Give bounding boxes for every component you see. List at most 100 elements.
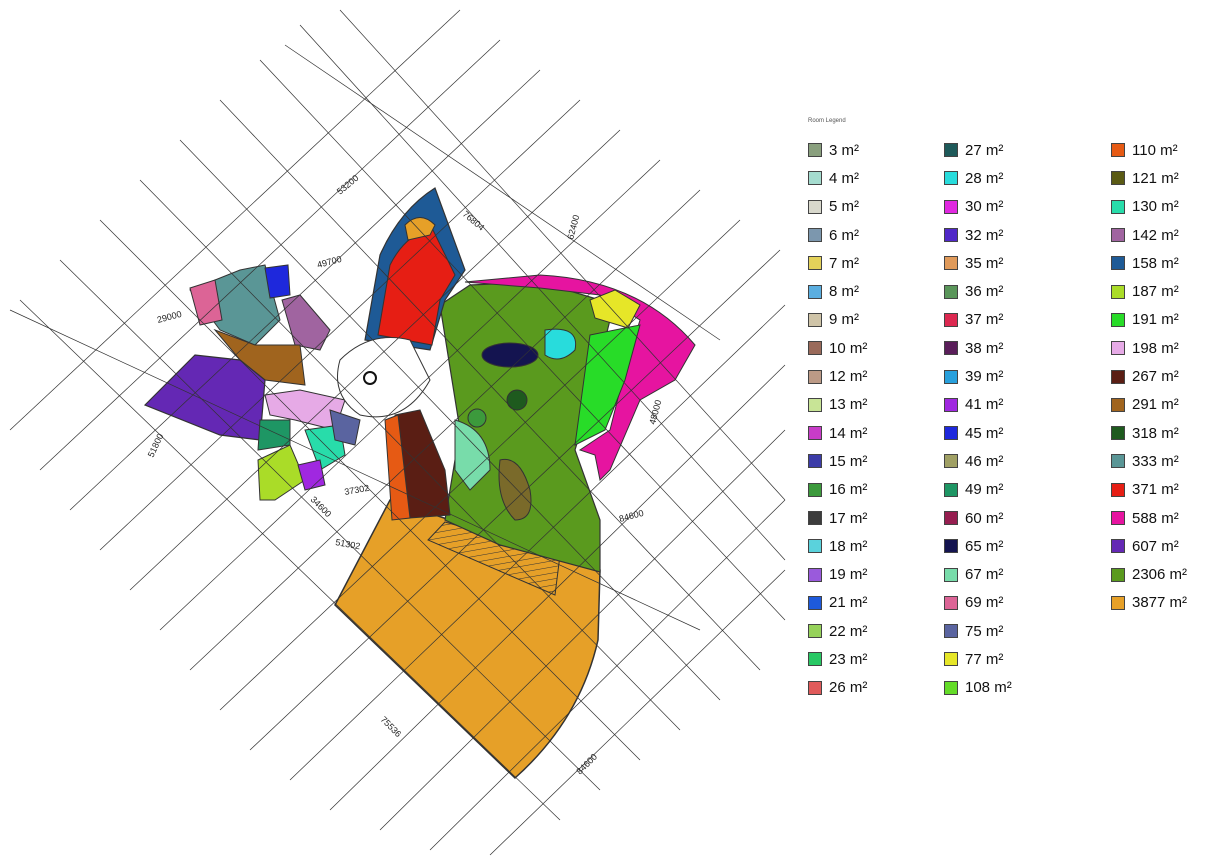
legend-label: 3 m² <box>829 141 859 159</box>
legend-swatch <box>1111 171 1125 186</box>
legend-item: 38 m² <box>944 334 1012 362</box>
legend-swatch <box>944 426 958 441</box>
legend-label: 333 m² <box>1132 452 1179 470</box>
legend-swatch <box>808 199 822 214</box>
dim-label: 34600 <box>309 494 334 519</box>
legend-swatch <box>808 426 822 441</box>
legend-item: 318 m² <box>1111 419 1187 447</box>
legend-item: 10 m² <box>808 334 867 362</box>
dim-label: 53200 <box>335 173 361 197</box>
legend-item: 16 m² <box>808 476 867 504</box>
room-69 <box>189 279 223 326</box>
legend-item: 2306 m² <box>1111 560 1187 588</box>
legend-label: 2306 m² <box>1132 566 1188 584</box>
legend-item: 46 m² <box>944 447 1012 475</box>
legend-label: 77 m² <box>965 650 1004 668</box>
legend-swatch <box>944 624 958 639</box>
legend-label: 18 m² <box>829 537 868 555</box>
legend-column: 3 m² 4 m² 5 m² 6 m² 7 m² 8 m² 9 m² 10 m² 12 m² 13… <box>808 136 867 702</box>
room-75 <box>329 409 361 446</box>
legend-label: 7 m² <box>829 254 859 272</box>
structural-grid <box>9 9 786 856</box>
legend-item: 23 m² <box>808 645 867 673</box>
legend-item: 110 m² <box>1111 136 1187 164</box>
legend-item: 45 m² <box>944 419 1012 447</box>
legend-swatch <box>944 369 958 384</box>
room-65 <box>481 342 539 368</box>
legend-label: 108 m² <box>965 679 1012 697</box>
room-16-circle <box>467 408 487 428</box>
legend-swatch <box>1111 426 1125 441</box>
legend-item: 588 m² <box>1111 504 1187 532</box>
legend-item: 69 m² <box>944 589 1012 617</box>
legend-label: 8 m² <box>829 283 859 301</box>
legend-swatch <box>808 171 822 186</box>
room-legend: Room Legend 3 m² 4 m² 5 m² 6 m² 7 m² 8 m² 9 m²… <box>808 118 1218 718</box>
legend-swatch <box>1111 567 1125 582</box>
legend-item: 142 m² <box>1111 221 1187 249</box>
legend-label: 49 m² <box>965 481 1004 499</box>
legend-item: 187 m² <box>1111 277 1187 305</box>
room-142 <box>281 294 331 351</box>
legend-label: 198 m² <box>1132 339 1179 357</box>
legend-label: 39 m² <box>965 368 1004 386</box>
room-45 <box>264 264 291 299</box>
legend-label: 37 m² <box>965 311 1004 329</box>
legend-item: 3 m² <box>808 136 867 164</box>
legend-item: 4 m² <box>808 164 867 192</box>
legend-label: 38 m² <box>965 339 1004 357</box>
dim-label: 75536 <box>379 714 404 739</box>
legend-swatch <box>1111 228 1125 243</box>
floor-plan: 53200 49700 29000 76804 62400 48000 8460… <box>9 9 786 856</box>
legend-swatch <box>944 143 958 158</box>
legend-label: 41 m² <box>965 396 1004 414</box>
legend-swatch <box>808 680 822 695</box>
legend-item: 6 m² <box>808 221 867 249</box>
legend-label: 16 m² <box>829 481 868 499</box>
legend-item: 8 m² <box>808 277 867 305</box>
legend-swatch <box>808 341 822 356</box>
room-110 <box>384 414 411 521</box>
legend-item: 37 m² <box>944 306 1012 334</box>
legend-label: 46 m² <box>965 452 1004 470</box>
legend-label: 75 m² <box>965 622 1004 640</box>
legend-item: 198 m² <box>1111 334 1187 362</box>
legend-swatch <box>944 680 958 695</box>
legend-swatch <box>808 567 822 582</box>
legend-swatch <box>808 511 822 525</box>
legend-label: 607 m² <box>1132 537 1179 555</box>
legend-item: 130 m² <box>1111 193 1187 221</box>
legend-swatch <box>1111 256 1125 271</box>
dim-label: 37302 <box>344 483 370 497</box>
legend-swatch <box>808 312 822 327</box>
legend-item: 19 m² <box>808 560 867 588</box>
legend-label: 158 m² <box>1132 254 1179 272</box>
legend-swatch <box>1111 369 1125 384</box>
legend-swatch <box>808 482 822 497</box>
legend-label: 17 m² <box>829 509 868 527</box>
room-191 <box>574 324 641 446</box>
legend-swatch <box>1111 341 1125 356</box>
legend-label: 27 m² <box>965 141 1004 159</box>
legend-swatch <box>944 341 958 356</box>
legend-swatch <box>944 482 958 497</box>
legend-swatch <box>944 312 958 327</box>
legend-item: 158 m² <box>1111 249 1187 277</box>
legend-swatch <box>944 228 958 243</box>
legend-label: 35 m² <box>965 254 1004 272</box>
legend-label: 5 m² <box>829 198 859 216</box>
legend-item: 15 m² <box>808 447 867 475</box>
legend-item: 121 m² <box>1111 164 1187 192</box>
legend-item: 14 m² <box>808 419 867 447</box>
legend-item: 65 m² <box>944 532 1012 560</box>
legend-swatch <box>808 397 822 412</box>
legend-swatch <box>944 567 958 582</box>
legend-label: 26 m² <box>829 679 868 697</box>
legend-item: 7 m² <box>808 249 867 277</box>
legend-column: 27 m² 28 m² 30 m² 32 m² 35 m² 36 m² 37 m² 38 m²… <box>944 136 1012 702</box>
legend-swatch <box>944 454 958 469</box>
legend-label: 318 m² <box>1132 424 1179 442</box>
legend-swatch <box>808 624 822 639</box>
dim-label: 84600 <box>618 508 645 524</box>
legend-label: 121 m² <box>1132 169 1179 187</box>
